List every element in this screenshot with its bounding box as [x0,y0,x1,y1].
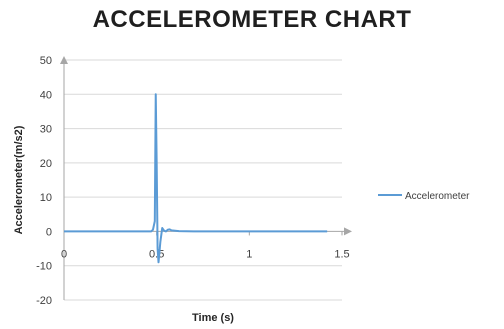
x-tick-label: 0 [61,248,67,260]
x-tick-label: 1.5 [334,248,349,260]
legend-label: Accelerometer [405,191,470,202]
x-tick-label: 1 [246,248,252,260]
y-axis-arrow [60,56,68,64]
y-tick-label: 40 [40,89,52,101]
y-tick-label: 10 [40,192,52,204]
y-axis-title: Accelerometer(m/s2) [13,125,25,234]
x-axis-title: Time (s) [192,312,234,324]
y-tick-label: -10 [36,261,52,273]
y-tick-label: 0 [46,226,52,238]
chart-title: ACCELEROMETER CHART [92,6,412,33]
y-tick-label: 30 [40,124,52,136]
y-tick-label: -20 [36,295,52,307]
y-tick-label: 50 [40,55,52,67]
series-line-accelerometer [64,93,328,264]
x-tick-label: 0.5 [149,248,164,260]
y-tick-label: 20 [40,158,52,170]
x-axis-arrow [344,227,352,236]
